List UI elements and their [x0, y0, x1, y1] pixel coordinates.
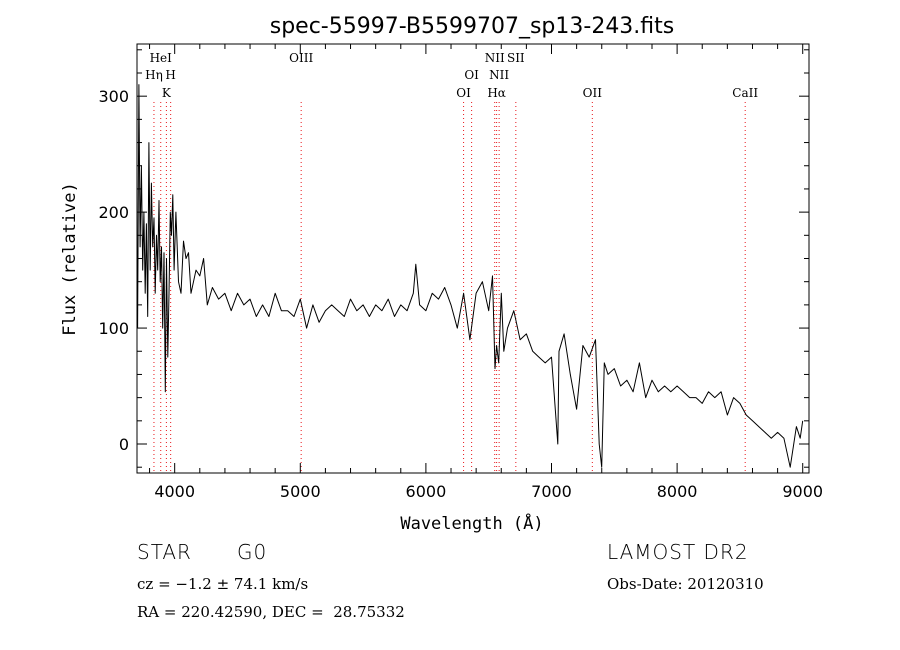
y-tick-label: 300 [98, 87, 129, 106]
redshift-velocity: cz = −1.2 ± 74.1 km/s [137, 575, 309, 593]
object-class: STAR [137, 540, 192, 564]
x-tick-label: 8000 [657, 482, 698, 501]
plot-frame [136, 43, 810, 474]
line-marker-label: OI [456, 86, 471, 100]
y-tick-label: 200 [98, 203, 129, 222]
spectrum-line [137, 84, 804, 468]
line-marker-label: Hα [487, 86, 506, 100]
survey-name: LAMOST DR2 [607, 540, 749, 564]
x-tick-label: 5000 [280, 482, 321, 501]
x-tick-label: 9000 [782, 482, 823, 501]
coordinates: RA = 220.42590, DEC = 28.75332 [137, 603, 405, 621]
line-marker-label: H [165, 68, 175, 82]
x-tick-label: 4000 [154, 482, 195, 501]
line-marker-label: K [162, 86, 172, 100]
y-tick-label: 0 [119, 435, 129, 454]
spectrum-series [137, 84, 804, 468]
line-marker-label: NII [489, 68, 509, 82]
x-tick-label: 7000 [531, 482, 572, 501]
x-axis-label: Wavelength (Å) [400, 512, 543, 534]
x-tick-label: 6000 [406, 482, 447, 501]
axes: 4000 5000 6000 7000 8000 9000 0 100 200 300 [98, 44, 823, 501]
subclass: G0 [237, 540, 268, 564]
line-marker-label: HeI [150, 51, 173, 65]
y-tick-label: 100 [98, 319, 129, 338]
line-marker-label: OIII [289, 51, 313, 65]
line-marker-label: CaII [732, 86, 758, 100]
line-marker-label: NII [485, 51, 505, 65]
line-marker-label: Hη [145, 68, 163, 82]
y-axis-label: Flux (relative) [60, 182, 80, 336]
line-marker-label: SII [507, 51, 525, 65]
line-marker-label: OII [583, 86, 603, 100]
chart-title: spec-55997-B5599707_sp13-243.fits [270, 14, 675, 39]
line-marker-label: OI [464, 68, 479, 82]
observation-date: Obs-Date: 20120310 [607, 575, 764, 593]
